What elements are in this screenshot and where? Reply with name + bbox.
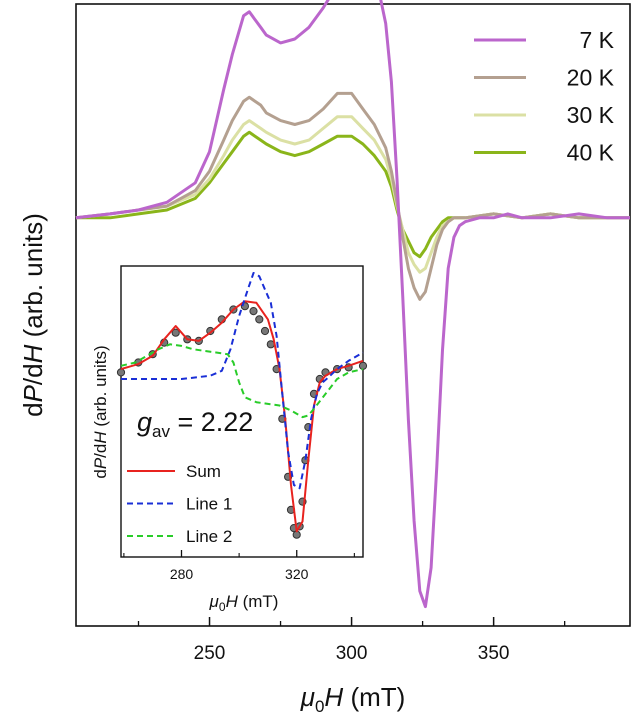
inset-x-axis-label: μ0H (mT) bbox=[209, 592, 279, 614]
series-line-4 bbox=[76, 130, 630, 259]
inset-data-point bbox=[358, 361, 368, 370]
inset-annotation-g-factor: gav = 2.22 bbox=[137, 407, 253, 441]
inset-legend-label-1: Sum bbox=[186, 462, 221, 481]
inset-data-point bbox=[249, 307, 258, 316]
legend-label-3: 30 K bbox=[567, 102, 615, 128]
series-line-3 bbox=[75, 115, 630, 274]
legend-label-1: 7 K bbox=[579, 27, 614, 53]
series-line-1 bbox=[75, 0, 630, 609]
series-line-2 bbox=[75, 91, 630, 301]
legend-label-4: 40 K bbox=[567, 140, 615, 166]
inset-plot-frame bbox=[120, 265, 364, 558]
inset-data-point bbox=[116, 368, 126, 377]
legend-label-2: 20 K bbox=[567, 65, 615, 91]
inset-y-axis-label: dP/dH (arb. units) bbox=[91, 345, 110, 478]
x-tick-label-250: 250 bbox=[194, 643, 226, 664]
inset-data-point bbox=[255, 315, 264, 324]
main-legend: 7 K 20 K 30 K 40 K bbox=[474, 27, 615, 166]
x-tick-label-350: 350 bbox=[478, 643, 510, 664]
x-tick-label-300: 300 bbox=[336, 643, 368, 664]
inset-legend: Sum Line 1 Line 2 bbox=[127, 462, 232, 546]
inset-x-tick-label-320: 320 bbox=[285, 566, 309, 582]
inset-legend-label-2: Line 1 bbox=[186, 495, 232, 514]
inset-data-point bbox=[171, 328, 180, 337]
main-y-axis-label: dP/dH (arb. units) bbox=[18, 213, 48, 417]
main-series-group bbox=[75, 0, 630, 609]
inset-legend-label-3: Line 2 bbox=[186, 527, 232, 546]
inset-series-line-1 bbox=[120, 300, 364, 533]
inset-x-axis: 280 320 bbox=[123, 550, 355, 582]
main-x-axis: 250 300 350 bbox=[137, 617, 566, 664]
inset-x-tick-label-280: 280 bbox=[170, 566, 194, 582]
main-x-axis-label: μ0H (mT) bbox=[300, 682, 406, 716]
main-plot-frame bbox=[75, 3, 631, 627]
inset-data-point bbox=[260, 326, 270, 336]
inset-series-line-2 bbox=[121, 272, 364, 490]
inset-series-group bbox=[116, 272, 368, 539]
inset-series-line-3 bbox=[120, 343, 364, 419]
